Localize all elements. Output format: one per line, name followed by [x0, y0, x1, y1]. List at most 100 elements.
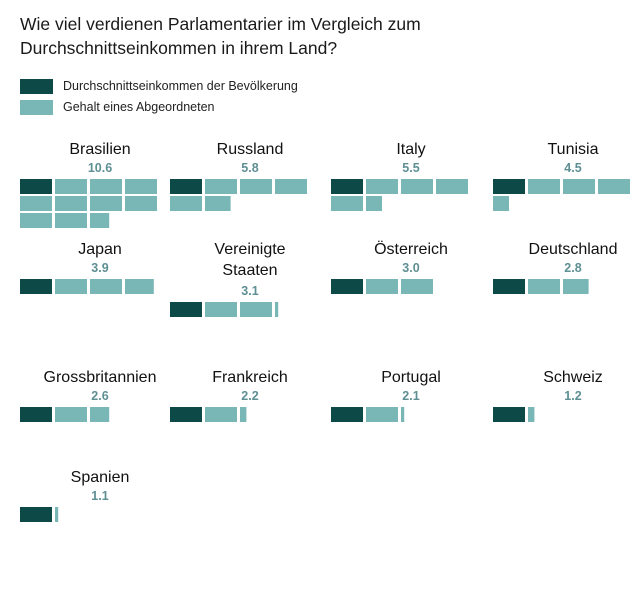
mp-salary-block: [55, 196, 87, 211]
mp-salary-block: [401, 279, 433, 294]
waffle-blocks: [20, 179, 157, 228]
ratio-value-label: 1.2: [564, 389, 582, 403]
country-label: Russland: [216, 141, 284, 158]
mp-salary-block: [90, 179, 122, 194]
legend-item-average: Durchschnittseinkommen der Bevölkerung: [20, 78, 298, 94]
mp-salary-block: [275, 179, 307, 194]
mp-salary-block: [125, 196, 157, 211]
mp-salary-block: [275, 302, 279, 317]
waffle-blocks: [331, 179, 468, 211]
average-income-block: [331, 407, 363, 422]
average-income-block: [20, 407, 52, 422]
waffle-blocks: [20, 507, 59, 522]
mp-salary-block: [55, 213, 87, 228]
waffle-blocks: [170, 179, 307, 211]
mp-salary-block: [205, 196, 231, 211]
mp-salary-block: [528, 407, 535, 422]
country-label: Österreich: [374, 241, 448, 258]
mp-salary-block: [170, 196, 202, 211]
legend-swatch-mp-salary: [20, 99, 53, 115]
ratio-value-label: 2.8: [564, 261, 582, 275]
mp-salary-block: [563, 279, 589, 294]
country-label: Tunisia: [547, 141, 599, 158]
country-label: Brasilien: [69, 141, 131, 158]
average-income-block: [20, 179, 52, 194]
legend-item-mp-salary: Gehalt eines Abgeordneten: [20, 99, 215, 115]
mp-salary-block: [240, 407, 247, 422]
mp-salary-block: [366, 407, 398, 422]
waffle-blocks: [331, 279, 433, 294]
waffle-blocks: [20, 407, 110, 422]
mp-salary-block: [493, 196, 509, 211]
ratio-value-label: 2.6: [91, 389, 109, 403]
average-income-block: [493, 179, 525, 194]
country-label: Grossbritannien: [43, 369, 157, 386]
mp-salary-block: [205, 302, 237, 317]
average-income-block: [331, 179, 363, 194]
waffle-blocks: [20, 279, 154, 294]
average-income-block: [170, 302, 202, 317]
average-income-block: [493, 279, 525, 294]
mp-salary-block: [205, 179, 237, 194]
mp-salary-block: [366, 179, 398, 194]
ratio-value-label: 1.1: [91, 489, 109, 503]
mp-salary-block: [563, 179, 595, 194]
average-income-block: [20, 507, 52, 522]
country-label: Frankreich: [212, 369, 288, 386]
ratio-value-label: 10.6: [87, 161, 113, 175]
mp-salary-block: [90, 196, 122, 211]
mp-salary-block: [598, 179, 630, 194]
average-income-block: [170, 407, 202, 422]
legend-swatch-average: [20, 78, 53, 94]
country-label: Deutschland: [528, 241, 618, 258]
title-line-1: Wie viel verdienen Parlamentarier im Ver…: [20, 14, 421, 34]
ratio-value-label: 2.1: [402, 389, 420, 403]
mp-salary-block: [366, 196, 382, 211]
mp-salary-block: [401, 407, 405, 422]
mp-salary-block: [125, 279, 154, 294]
ratio-value-label: 3.9: [91, 261, 109, 275]
country-label: Staaten: [222, 262, 278, 279]
average-income-block: [493, 407, 525, 422]
ratio-value-label: 3.1: [241, 284, 259, 298]
waffle-blocks: [331, 407, 405, 422]
mp-salary-block: [55, 279, 87, 294]
legend-label-mp-salary: Gehalt eines Abgeordneten: [63, 100, 215, 114]
country-label: Schweiz: [543, 369, 603, 386]
waffle-blocks: [493, 179, 630, 211]
mp-salary-block: [528, 279, 560, 294]
waffle-blocks: [493, 407, 535, 422]
mp-salary-block: [331, 196, 363, 211]
mp-salary-block: [205, 407, 237, 422]
ratio-value-label: 5.8: [241, 161, 259, 175]
mp-salary-block: [20, 196, 52, 211]
average-income-block: [331, 279, 363, 294]
average-income-block: [20, 279, 52, 294]
waffle-blocks: [170, 407, 247, 422]
mp-salary-block: [90, 407, 110, 422]
mp-salary-block: [90, 213, 110, 228]
ratio-value-label: 5.5: [402, 161, 420, 175]
country-label: Vereinigte: [214, 241, 286, 258]
ratio-value-label: 3.0: [402, 261, 420, 275]
title-line-2: Durchschnittseinkommen in ihrem Land?: [20, 38, 338, 58]
mp-salary-block: [125, 179, 157, 194]
mp-salary-block: [90, 279, 122, 294]
waffle-blocks: [493, 279, 589, 294]
ratio-value-label: 2.2: [241, 389, 259, 403]
legend-label-average: Durchschnittseinkommen der Bevölkerung: [63, 79, 298, 93]
mp-salary-block: [55, 507, 59, 522]
ratio-value-label: 4.5: [564, 161, 582, 175]
mp-salary-block: [401, 179, 433, 194]
country-label: Spanien: [70, 469, 130, 486]
chart-title: Wie viel verdienen Parlamentarier im Ver…: [20, 12, 580, 60]
country-label: Italy: [396, 141, 426, 158]
waffle-blocks: [170, 302, 279, 317]
mp-salary-block: [20, 213, 52, 228]
mp-salary-block: [55, 407, 87, 422]
mp-salary-block: [528, 179, 560, 194]
country-label: Japan: [78, 241, 122, 258]
mp-salary-block: [366, 279, 398, 294]
mp-salary-block: [436, 179, 468, 194]
mp-salary-block: [55, 179, 87, 194]
